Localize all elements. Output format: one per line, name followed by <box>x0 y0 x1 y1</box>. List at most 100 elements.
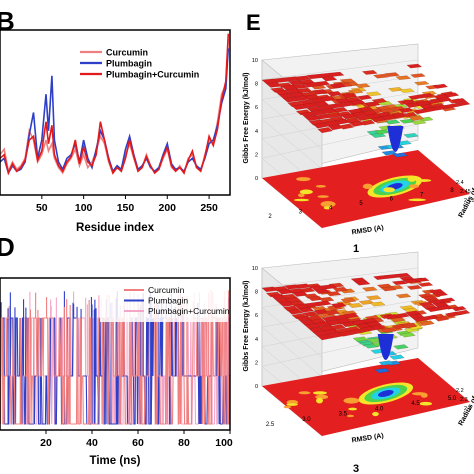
panel-d-x-tick-label: 60 <box>132 437 144 449</box>
surface-x-tick-label: 3.0 <box>302 417 311 423</box>
panel-d-x-tick-label: 80 <box>178 437 190 449</box>
panel-b-x-ticks: 50 100 150 200 250 <box>36 195 218 214</box>
surface-facet <box>292 83 309 90</box>
surface-x-tick-label: 4 <box>329 205 333 211</box>
surface-z-tick-label: 4 <box>255 337 258 343</box>
panel-b-plot-area <box>0 33 230 176</box>
surface-facet <box>369 301 386 307</box>
surface-facet <box>317 127 334 134</box>
surface-facet <box>294 75 312 81</box>
panel-b-letter: B <box>0 6 15 36</box>
surface-facet <box>332 286 349 292</box>
surface-x-tick-label: 8 <box>450 188 454 194</box>
surface-facet <box>380 286 397 292</box>
surface-contour-spot <box>315 184 326 188</box>
surface-z-tick-label: 4 <box>255 129 258 135</box>
surface-well <box>377 334 394 360</box>
surface-contour-spot <box>408 198 426 202</box>
surface-facet <box>352 336 369 342</box>
surface-facet <box>354 280 371 286</box>
surface-x-tick-label: 5 <box>359 201 363 207</box>
surface-contour-spot <box>323 206 332 210</box>
surface-contour-spot <box>296 177 311 182</box>
panel-d-x-tick-label: 40 <box>86 437 98 449</box>
surface-facet <box>355 115 372 121</box>
panel-e-surface-3: Gibbs Free Energy (kJ/mol) 0 2 4 6 8 10 2.5 3.0 3… <box>243 251 474 474</box>
surface-contour-spot <box>299 189 313 195</box>
surface-facet <box>392 152 409 158</box>
panel-b-frame <box>0 29 231 196</box>
surface-facet <box>318 296 335 303</box>
surface-facet <box>370 324 386 331</box>
surface-contour-spot <box>372 412 379 417</box>
surface-x-label: RMSD (A) <box>351 433 384 445</box>
panel-d-legend-box <box>100 284 228 322</box>
panel-e-surface-1: Gibbs Free Energy (kJ/mol) 0 2 4 6 8 10 2 3 4 5 6 7 8… <box>243 43 474 255</box>
surface-grid-line <box>261 118 323 170</box>
surface-z-tick-label: 2 <box>255 152 258 158</box>
surface-facet <box>402 322 418 329</box>
surface-facet <box>287 308 304 315</box>
surface-facet <box>361 70 378 75</box>
surface-contour-spot <box>317 195 329 198</box>
surface-facet <box>343 312 359 319</box>
panel-d-legend-label: Plumbagin <box>148 296 188 306</box>
panel-b-x-tick-label: 250 <box>200 202 218 214</box>
surface-contour-spot <box>293 198 310 202</box>
surface-contour-spot <box>347 414 354 418</box>
surface-facet <box>359 119 376 126</box>
surface-facet <box>444 103 460 109</box>
surface-facet <box>406 63 423 69</box>
surface-facet <box>349 328 365 335</box>
surface-facet <box>432 291 449 297</box>
surface-contour-spot <box>316 397 324 404</box>
surface-y-tick-label: 2.2 <box>456 388 464 394</box>
panel-b-x-label: Residue index <box>76 222 155 234</box>
surface-facet <box>340 297 357 303</box>
surface-contour-spot <box>320 201 336 208</box>
surface-facet <box>338 330 355 337</box>
panel-b-series-line-2 <box>0 33 230 176</box>
surface-facet <box>365 295 382 301</box>
surface-facet <box>432 83 449 89</box>
surface-contour-spot <box>343 397 360 404</box>
surface-z-tick-label: 10 <box>252 266 258 272</box>
surface-x-tick-label: 3 <box>299 210 303 216</box>
surface-facet <box>433 316 450 322</box>
surface-facet <box>403 132 419 138</box>
surface-facet <box>361 286 378 292</box>
panel-d-x-tick-label: 100 <box>215 437 233 449</box>
surface-facet <box>418 301 435 307</box>
panel-e-letter: E <box>246 10 261 35</box>
surface-facet <box>400 332 416 338</box>
surface-x-tick-label: 4.5 <box>411 401 420 407</box>
surface-subplot-label: 3 <box>353 463 359 474</box>
surface-contour-spot <box>420 392 428 398</box>
surface-facet <box>378 360 395 366</box>
surface-z-label: Gibbs Free Energy (kJ/mol) <box>243 72 250 163</box>
surface-well <box>387 126 404 152</box>
panel-e: E <box>246 10 261 35</box>
surface-facet <box>384 119 401 125</box>
surface-facet <box>410 119 427 125</box>
surface-z-tick-label: 0 <box>255 176 258 182</box>
surface-z-tick-label: 8 <box>255 290 258 296</box>
surface-contour-spot <box>416 179 432 182</box>
surface-facet <box>406 285 423 290</box>
panel-b-x-tick-label: 100 <box>75 202 93 214</box>
surface-x-tick-label: 7 <box>420 192 424 198</box>
surface-facet <box>272 77 289 83</box>
surface-x-tick-label: 3.5 <box>339 412 348 418</box>
panel-d-x-ticks: 20 40 60 80 100 <box>40 430 233 449</box>
surface-facet <box>380 327 397 334</box>
surface-contour-spot <box>362 183 373 190</box>
surface-grid-line <box>261 326 323 378</box>
surface-facet <box>394 312 410 319</box>
surface-facet <box>443 92 460 98</box>
surface-facet <box>455 100 471 107</box>
surface-facet <box>330 302 347 308</box>
surface-facet <box>364 101 381 107</box>
surface-facet <box>395 293 412 299</box>
